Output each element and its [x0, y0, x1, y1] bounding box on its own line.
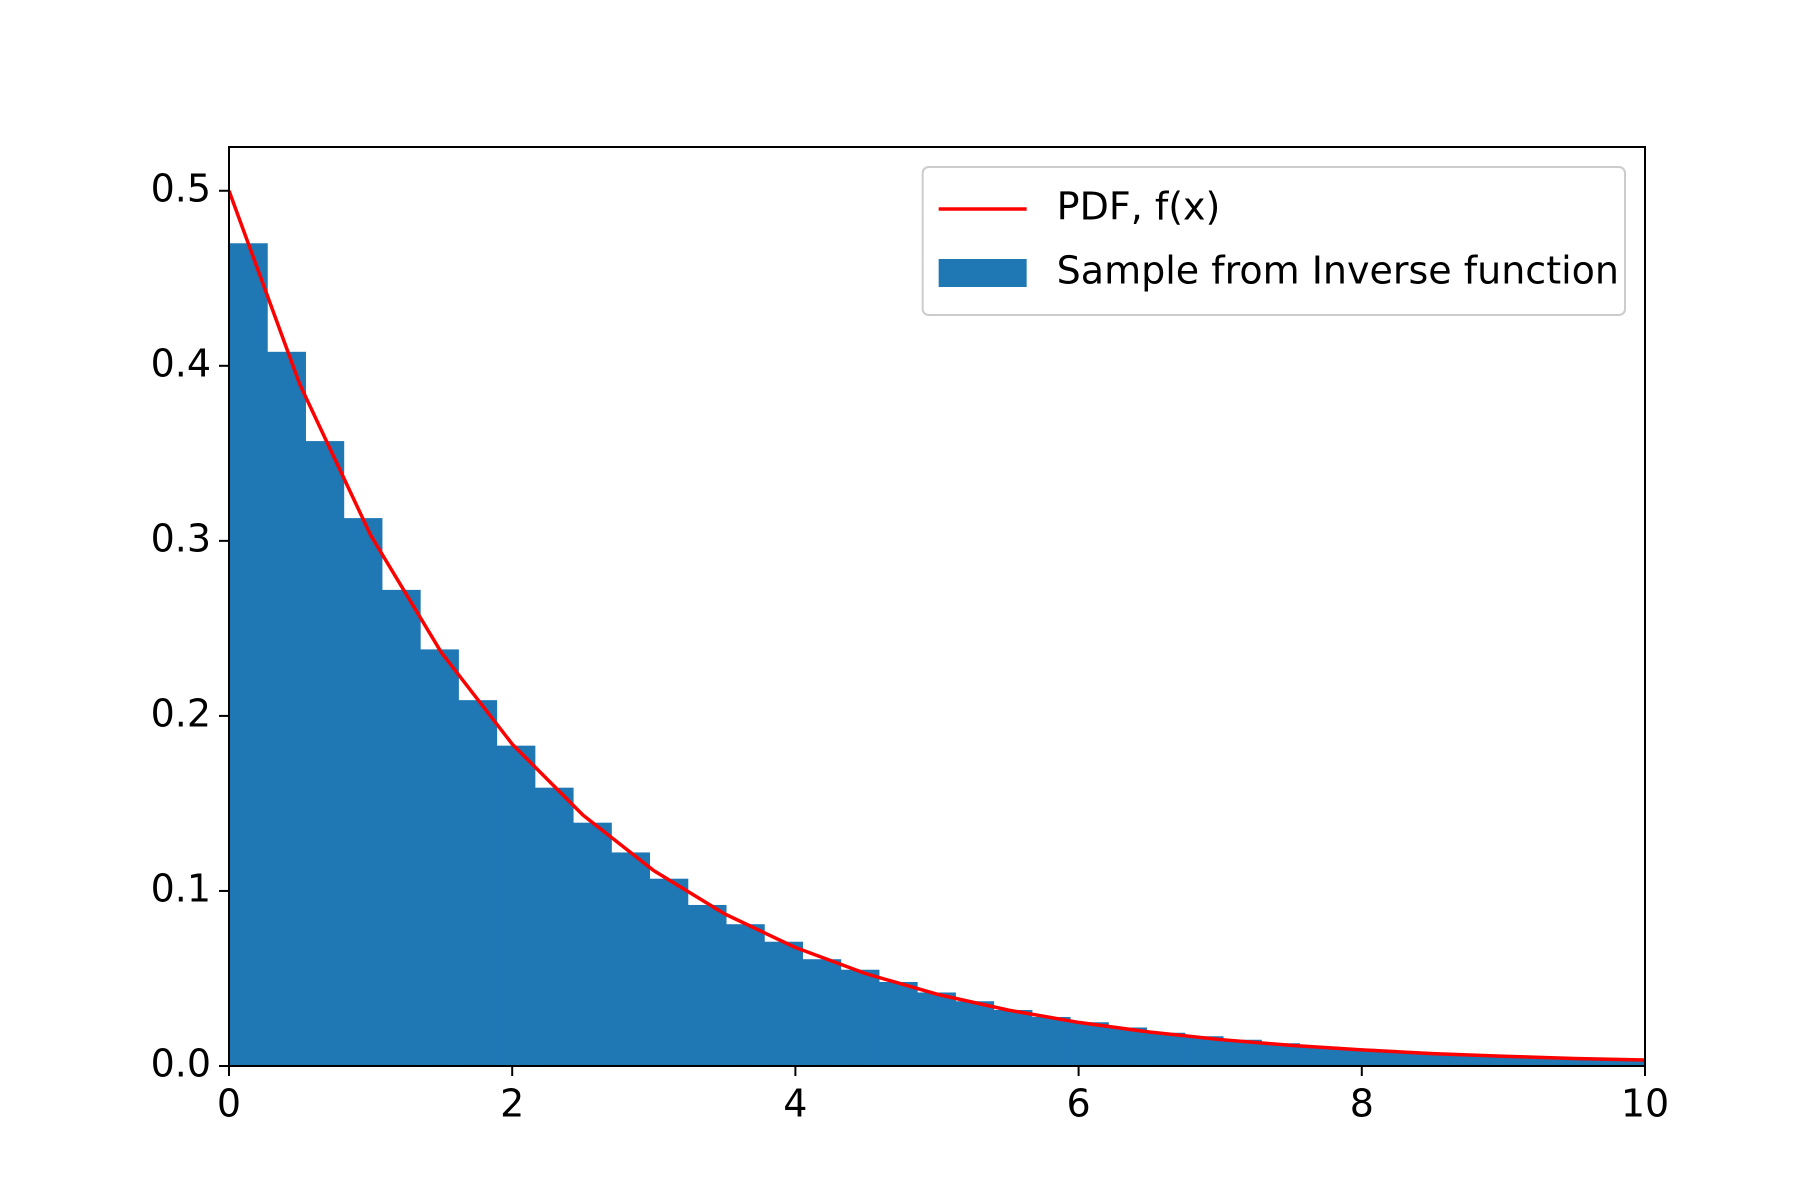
histogram-bar [726, 924, 765, 1066]
x-tick-label: 6 [1067, 1082, 1091, 1126]
histogram-bar [1490, 1056, 1530, 1066]
histogram-bar [496, 745, 536, 1066]
histogram-bar [267, 351, 306, 1066]
histogram-bar [1375, 1050, 1415, 1066]
histogram-bar [1337, 1048, 1377, 1066]
legend-label: Sample from Inverse function [1057, 249, 1619, 293]
legend: PDF, f(x) Sample from Inverse function [921, 166, 1626, 316]
histogram-bar [611, 852, 651, 1066]
histogram-bar [305, 441, 345, 1066]
y-tick-label: 0.0 [151, 1042, 211, 1086]
x-tick-label: 4 [783, 1082, 807, 1126]
y-tick-label: 0.5 [151, 166, 211, 210]
histogram-bar [649, 878, 689, 1066]
histogram-bar [420, 649, 459, 1066]
y-tick-label: 0.1 [151, 866, 211, 910]
histogram-bar [1452, 1054, 1492, 1066]
histogram-bar [955, 1001, 995, 1066]
histogram-bar [1414, 1052, 1453, 1066]
y-tick-label: 0.4 [151, 341, 211, 385]
histogram-bar [1108, 1027, 1148, 1066]
histogram-bar [917, 992, 956, 1066]
histogram-bar [1567, 1058, 1606, 1066]
histogram-bar [878, 981, 918, 1066]
histogram-bar [1184, 1036, 1224, 1066]
histogram-bar [1146, 1032, 1186, 1066]
histogram-bar [802, 959, 842, 1066]
x-tick-label: 0 [217, 1082, 241, 1126]
legend-box [921, 166, 1626, 316]
histogram-bar [1528, 1057, 1568, 1066]
legend-label: PDF, f(x) [1057, 185, 1221, 229]
histogram-bar [993, 1009, 1033, 1066]
histogram-bar [840, 969, 880, 1066]
histogram-bar [534, 787, 574, 1066]
x-tick-label: 2 [500, 1082, 524, 1126]
histogram-bar [573, 822, 612, 1066]
histogram-bar [764, 941, 803, 1066]
histogram-bar [1031, 1016, 1071, 1066]
histogram-bar [1070, 1022, 1109, 1066]
histogram-bar [1299, 1046, 1339, 1066]
pdf-line [229, 190, 1645, 1062]
histogram-bar [1605, 1059, 1645, 1066]
axes-frame [228, 146, 1646, 1067]
y-tick-label: 0.2 [151, 691, 211, 735]
histogram-bar [343, 518, 383, 1066]
y-tick-label: 0.3 [151, 516, 211, 560]
histogram-bar [458, 700, 498, 1066]
legend-patch [938, 259, 1027, 287]
x-tick-label: 10 [1621, 1082, 1669, 1126]
histogram-bar [687, 904, 727, 1066]
histogram-bar [229, 243, 268, 1066]
x-tick-label: 8 [1350, 1082, 1374, 1126]
histogram-bar [381, 589, 421, 1066]
histogram-bar [1261, 1043, 1300, 1066]
plot-area [229, 190, 1645, 1066]
